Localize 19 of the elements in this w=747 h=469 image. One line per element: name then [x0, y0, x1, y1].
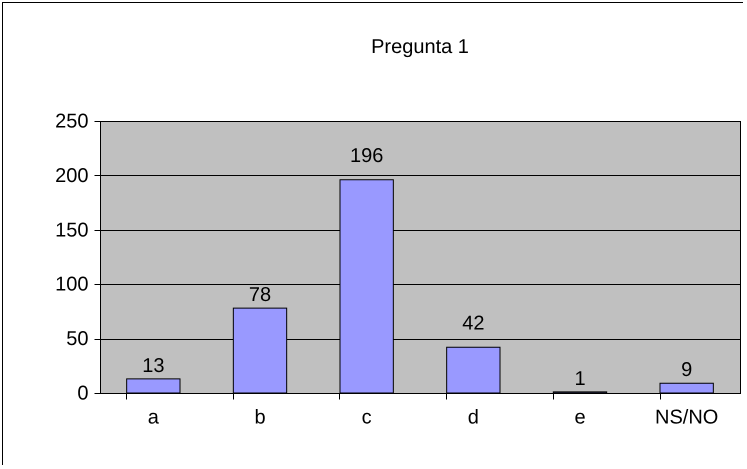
x-tick-label: b [254, 406, 266, 428]
data-label: 13 [142, 354, 164, 377]
x-tick-label: e [574, 406, 586, 428]
y-tick-label: 0 [77, 382, 88, 404]
x-tick-label: d [468, 406, 479, 428]
y-tick-label: 50 [66, 328, 88, 350]
y-tick-label: 250 [55, 110, 88, 132]
x-tick-label: NS/NO [654, 406, 718, 428]
data-label: 9 [681, 359, 692, 382]
y-tick-label: 100 [55, 274, 88, 296]
data-label: 1 [574, 368, 586, 390]
x-tick-label: a [148, 406, 160, 428]
data-label: 42 [462, 312, 484, 334]
data-label: 78 [248, 284, 272, 306]
x-tick-label: c [362, 406, 372, 428]
y-tick-label: 150 [55, 219, 88, 242]
y-tick-label: 200 [55, 164, 88, 187]
data-label: 196 [350, 144, 384, 167]
chart-title: Pregunta 1 [371, 36, 469, 58]
